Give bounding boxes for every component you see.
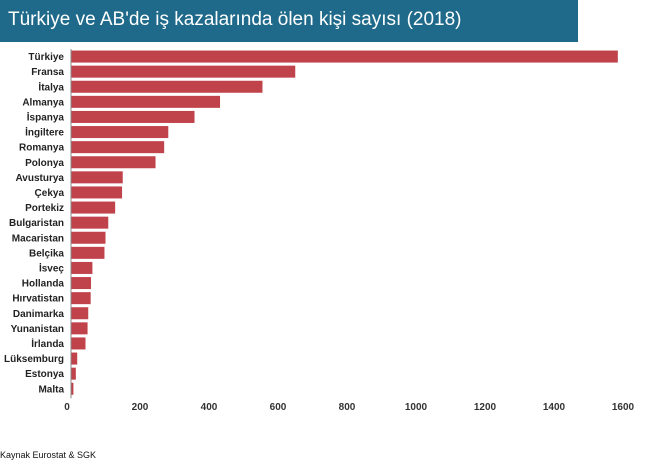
x-tick-label-8: 1600 [612,402,635,413]
bar-18 [71,322,88,335]
bar-19 [71,337,86,350]
category-label-14: İsveç [39,261,64,274]
category-label-1: Fransa [31,67,64,78]
bar-22 [71,382,74,395]
category-label-21: Estonya [25,369,64,380]
bar-16 [71,292,91,305]
x-tick-label-4: 800 [339,402,356,413]
bar-2 [71,80,263,93]
category-labels-group: Türkiye Fransa İtalya Almanya İspanya İngilte… [4,52,64,395]
chart-title: Türkiye ve AB'de iş kazalarında ölen kiş… [8,9,462,30]
category-label-13: Belçika [29,248,64,259]
bar-6 [71,141,165,154]
category-label-4: İspanya [27,110,65,123]
category-label-3: Almanya [22,97,64,108]
x-tick-label-0: 0 [64,402,70,413]
category-label-5: İngiltere [25,126,64,139]
x-tick-label-6: 1200 [474,402,497,413]
category-label-6: Romanya [19,143,64,154]
bar-17 [71,307,89,320]
source-note: Kaynak Eurostat & SGK [0,450,97,460]
bar-9 [71,186,123,199]
bar-11 [71,216,109,229]
title-banner: Türkiye ve AB'de iş kazalarında ölen kiş… [0,0,578,42]
category-label-0: Türkiye [28,52,64,63]
category-label-9: Çekya [35,188,65,199]
bar-0 [71,50,618,63]
category-label-7: Polonya [25,158,64,169]
category-label-8: Avusturya [15,173,64,184]
bars-group [71,50,618,395]
category-label-11: Bulgaristan [9,218,64,229]
category-label-19: İrlanda [31,337,64,350]
category-label-15: Hollanda [22,279,65,290]
category-label-18: Yunanistan [11,324,64,335]
bar-3 [71,95,221,108]
category-label-20: Lüksemburg [4,354,64,365]
category-label-22: Malta [38,384,64,395]
x-tick-label-3: 600 [270,402,287,413]
bar-5 [71,126,169,139]
category-label-2: İtalya [38,80,64,93]
bar-4 [71,110,195,123]
bar-1 [71,65,296,78]
x-tick-label-2: 400 [201,402,218,413]
bar-10 [71,201,116,214]
x-tick-label-5: 1000 [405,402,428,413]
category-label-16: Hırvatistan [12,294,64,305]
bar-12 [71,231,106,244]
bar-21 [71,367,76,380]
bar-7 [71,156,156,169]
x-tick-labels-group: 0 200 400 600 800 1000 1200 1400 1600 [64,402,634,413]
bar-14 [71,261,93,274]
bar-chart: Türkiye Fransa İtalya Almanya İspanya İngilte… [4,49,635,413]
bar-8 [71,171,123,184]
category-label-10: Portekiz [25,203,64,214]
x-tick-label-1: 200 [132,402,149,413]
bar-15 [71,277,92,290]
category-label-12: Macaristan [12,233,64,244]
category-label-17: Danimarka [13,309,65,320]
bar-20 [71,352,78,365]
bar-13 [71,246,105,259]
x-tick-label-7: 1400 [543,402,566,413]
